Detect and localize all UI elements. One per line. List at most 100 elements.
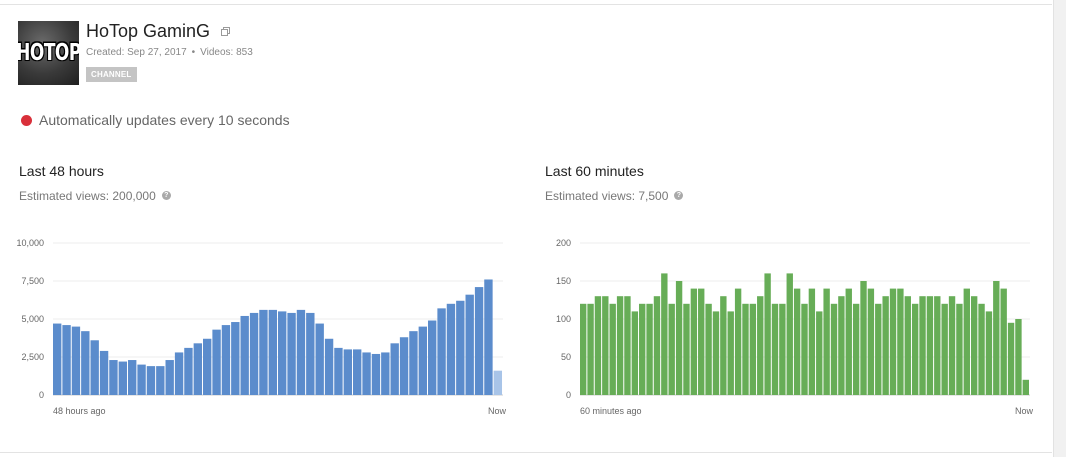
bar xyxy=(594,296,602,395)
bar xyxy=(970,296,978,395)
bar xyxy=(381,352,390,395)
bar xyxy=(956,303,963,395)
bar xyxy=(165,360,174,395)
bar xyxy=(838,296,845,395)
bar xyxy=(99,350,109,395)
bar xyxy=(456,300,465,395)
bottom-divider xyxy=(0,452,1052,453)
bar xyxy=(353,349,362,395)
bar xyxy=(128,360,137,395)
right-scroll-gutter xyxy=(1053,0,1066,457)
bar xyxy=(793,288,801,395)
bar xyxy=(259,309,268,395)
y-tick-label: 5,000 xyxy=(21,314,44,324)
channel-name[interactable]: HoTop GaminG xyxy=(86,21,211,41)
bar xyxy=(418,326,428,395)
y-tick-label: 150 xyxy=(556,276,571,286)
bar xyxy=(278,311,287,395)
bar xyxy=(867,288,875,395)
channel-created: Created: Sep 27, 2017 xyxy=(86,47,187,58)
bar xyxy=(53,323,62,395)
x-end-label: Now xyxy=(1015,406,1034,416)
bar xyxy=(764,273,771,395)
bar xyxy=(446,303,456,395)
channel-meta: Created: Sep 27, 2017 • Videos: 853 xyxy=(86,47,253,59)
right-panel-subtitle: Estimated views: 7,500? xyxy=(545,189,684,203)
bar xyxy=(609,303,616,395)
bar xyxy=(985,311,993,395)
bar xyxy=(71,326,81,395)
chart-last-60-minutes[interactable]: 0 50 100 150 200 60 minutes ago Now xyxy=(530,230,1050,430)
bar xyxy=(757,296,764,395)
bar xyxy=(343,349,353,395)
bar xyxy=(90,340,99,395)
x-start-label: 60 minutes ago xyxy=(580,406,642,416)
bar xyxy=(712,311,720,395)
bar xyxy=(474,287,484,395)
bar xyxy=(661,273,668,395)
bar xyxy=(399,337,409,395)
bar xyxy=(81,331,90,395)
bar xyxy=(465,294,474,395)
bar xyxy=(698,288,705,395)
left-panel-subtitle: Estimated views: 200,000? xyxy=(19,189,171,203)
y-tick-label: 0 xyxy=(39,390,44,400)
bar xyxy=(203,338,212,395)
bar xyxy=(830,303,838,395)
bar xyxy=(118,361,128,395)
bar xyxy=(428,320,437,395)
bar xyxy=(1015,319,1022,395)
bar xyxy=(808,288,816,395)
bar xyxy=(62,325,71,395)
bar xyxy=(1000,288,1007,395)
bar xyxy=(587,303,594,395)
bar xyxy=(875,303,882,395)
help-icon[interactable]: ? xyxy=(674,191,684,201)
bar xyxy=(683,303,690,395)
bar xyxy=(889,288,897,395)
help-icon[interactable]: ? xyxy=(161,191,171,201)
bar xyxy=(193,343,203,395)
bar xyxy=(978,303,985,395)
bar xyxy=(268,309,278,395)
y-tick-label: 10,000 xyxy=(16,238,44,248)
x-end-label: Now xyxy=(488,406,507,416)
bar xyxy=(911,303,919,395)
auto-update-status: Automatically updates every 10 seconds xyxy=(39,112,290,128)
bar xyxy=(675,281,683,395)
bar xyxy=(705,303,712,395)
bar xyxy=(749,303,757,395)
bar xyxy=(362,352,371,395)
bar xyxy=(174,352,184,395)
channel-thumbnail[interactable]: HOTOP xyxy=(18,21,79,85)
y-tick-label: 2,500 xyxy=(21,352,44,362)
bar xyxy=(801,303,808,395)
left-panel-title: Last 48 hours xyxy=(19,163,104,179)
bar xyxy=(779,303,786,395)
bar xyxy=(602,296,609,395)
bar xyxy=(184,347,193,395)
bar xyxy=(845,288,852,395)
bar xyxy=(1007,322,1015,395)
bar xyxy=(616,296,624,395)
bar xyxy=(948,296,956,395)
bar xyxy=(306,312,315,395)
meta-separator: • xyxy=(191,47,196,58)
external-link-icon[interactable] xyxy=(221,27,230,36)
bar xyxy=(771,303,779,395)
bar xyxy=(934,296,941,395)
bar xyxy=(324,338,334,395)
bar xyxy=(639,303,646,395)
bar xyxy=(720,296,727,395)
bar xyxy=(231,322,240,395)
chart-last-48-hours[interactable]: 0 2,500 5,000 7,500 10,000 48 hours ago Now xyxy=(0,230,520,430)
live-indicator-dot xyxy=(21,115,32,126)
bar xyxy=(941,303,948,395)
bar xyxy=(904,296,911,395)
y-tick-label: 0 xyxy=(566,390,571,400)
channel-thumbnail-text: HOTOP xyxy=(18,39,79,67)
bar xyxy=(897,288,904,395)
bar xyxy=(315,323,324,395)
bar xyxy=(926,296,934,395)
x-start-label: 48 hours ago xyxy=(53,406,106,416)
